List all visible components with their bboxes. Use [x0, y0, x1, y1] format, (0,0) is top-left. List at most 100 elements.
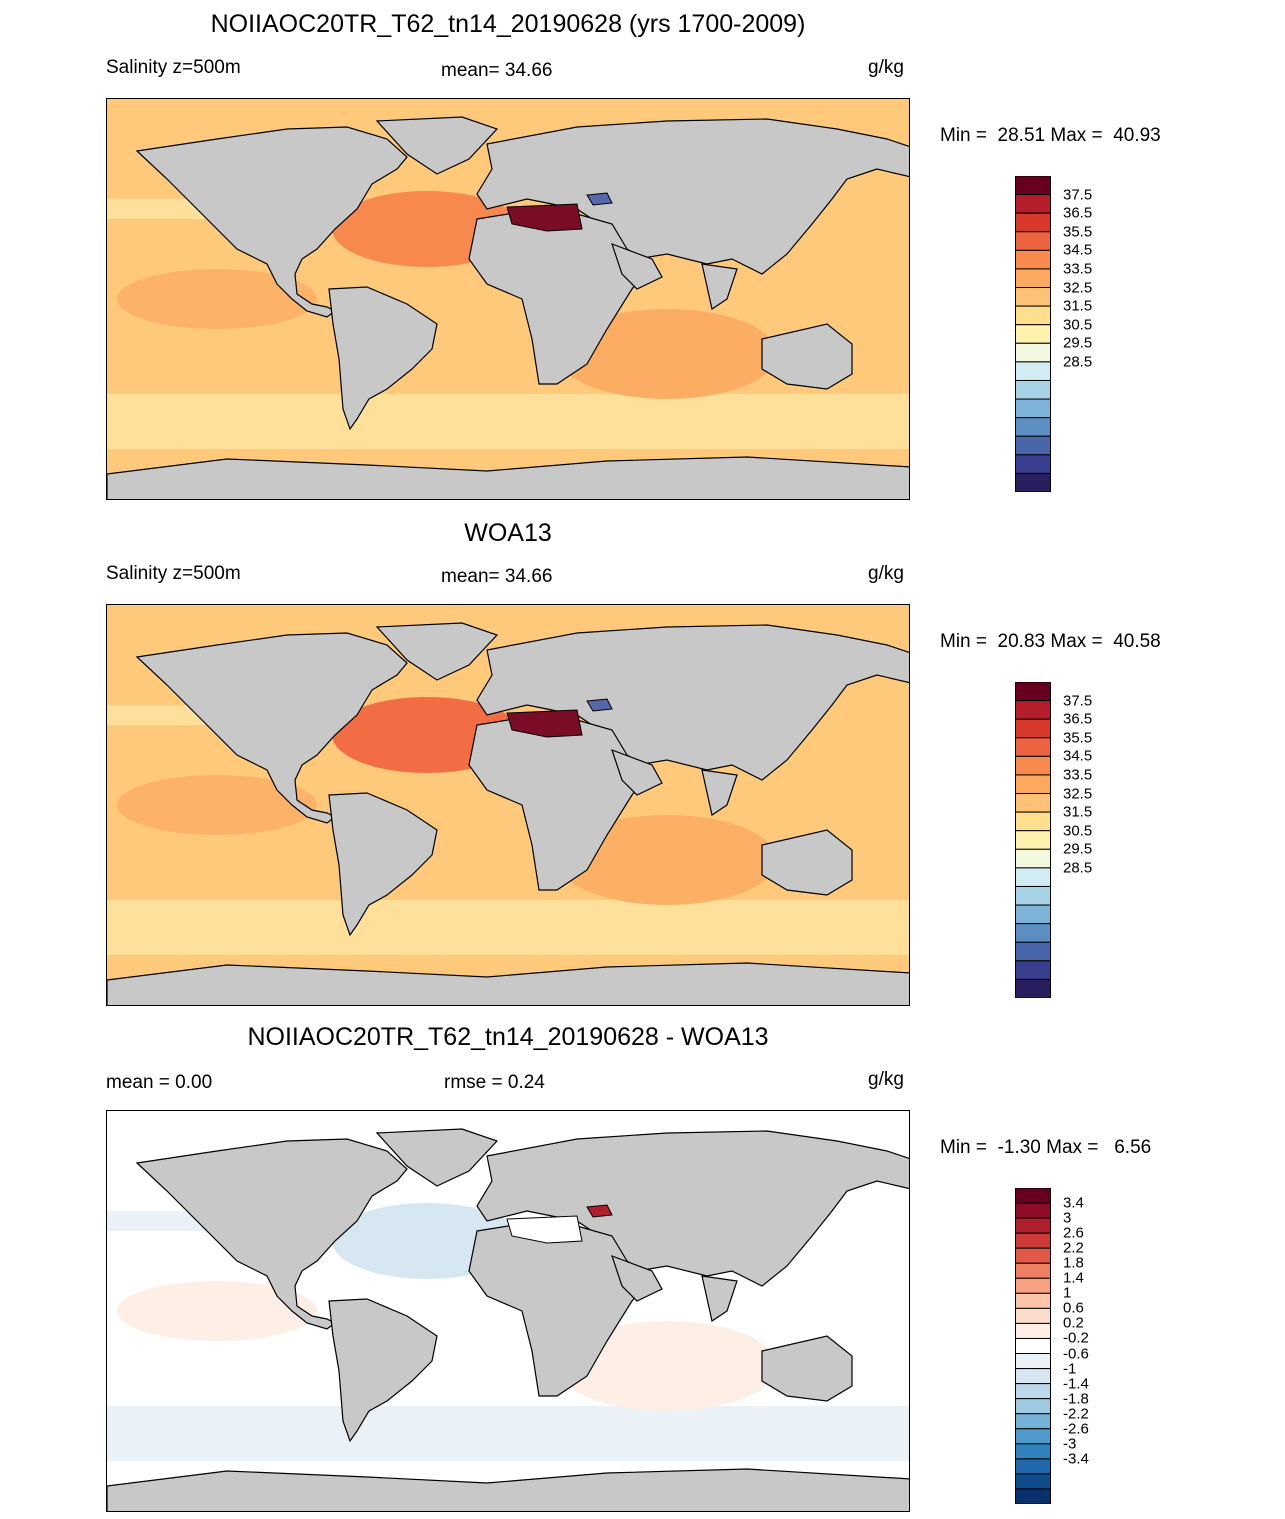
land-south-america	[328, 1298, 438, 1443]
colorbar-swatch	[1015, 867, 1051, 887]
colorbar-swatch	[1015, 1337, 1051, 1355]
land-australia	[761, 1335, 853, 1402]
difference-map	[106, 1110, 910, 1512]
field-label: Salinity z=500m	[106, 563, 241, 584]
land-australia	[761, 829, 853, 896]
colorbar-swatch	[1015, 1188, 1051, 1204]
colorbar-swatch	[1015, 1217, 1051, 1234]
colorbar-tick-label: 1.8	[1063, 1254, 1084, 1272]
colorbar-swatch	[1015, 1413, 1051, 1430]
rmse-label: rmse = 0.24	[444, 1072, 545, 1093]
colorbar-tick-label: 37.5	[1063, 186, 1093, 204]
colorbar-tick-label: 2.2	[1063, 1239, 1084, 1257]
panel-title: NOIIAOC20TR_T62_tn14_20190628 (yrs 1700-…	[210, 10, 806, 38]
land-arabia	[611, 1254, 663, 1302]
colorbar-tick-label: 3.4	[1063, 1194, 1084, 1212]
colorbar-tick-label: 37.5	[1063, 692, 1093, 710]
land-arabia	[611, 242, 663, 290]
colorbar-tick-label: 30.5	[1063, 822, 1093, 840]
colorbar-tick-label: 31.5	[1063, 803, 1093, 821]
colorbar-tick-label: 30.5	[1063, 316, 1093, 334]
indian-ocean	[557, 815, 777, 905]
colorbar-tick-label: 36.5	[1063, 204, 1093, 222]
colorbar-tick-label: -0.2	[1063, 1329, 1089, 1347]
indian-ocean	[557, 309, 777, 399]
colorbar-tick-label: 33.5	[1063, 260, 1093, 278]
mean-label: mean = 0.00	[106, 1072, 213, 1093]
land-africa	[468, 210, 653, 385]
colorbar-tick-label: -2.2	[1063, 1405, 1089, 1423]
colorbar-tick-label: 34.5	[1063, 747, 1093, 765]
colorbar-swatch	[1015, 848, 1051, 869]
colorbar-swatch	[1015, 755, 1051, 776]
colorbar	[1015, 682, 1051, 998]
black-sea	[586, 698, 613, 712]
min-max-label: Min = 20.83 Max = 40.58	[940, 631, 1161, 652]
land-greenland	[375, 622, 499, 681]
colorbar-swatch	[1015, 249, 1051, 270]
colorbar-swatch	[1015, 1322, 1051, 1339]
land-north-america	[135, 126, 408, 318]
colorbar-tick-label: 35.5	[1063, 223, 1093, 241]
colorbar-svg	[1015, 682, 1051, 998]
colorbar-swatch	[1015, 682, 1051, 702]
colorbar-tick-label: 28.5	[1063, 859, 1093, 877]
units-label: g/kg	[868, 563, 904, 584]
colorbar-swatch	[1015, 885, 1051, 906]
south-band	[107, 900, 909, 955]
land-india	[701, 263, 738, 310]
colorbar-swatch	[1015, 1428, 1051, 1445]
colorbar-swatch	[1015, 774, 1051, 795]
colorbar-swatch	[1015, 1262, 1051, 1279]
mediterranean-sea	[506, 203, 583, 232]
colorbar-swatch	[1015, 417, 1051, 437]
land-eurasia	[476, 1130, 909, 1287]
colorbar-swatch	[1015, 398, 1051, 419]
colorbar-swatch	[1015, 1202, 1051, 1219]
colorbar-swatch	[1015, 379, 1051, 400]
south-band	[107, 394, 909, 449]
colorbar-swatch	[1015, 472, 1051, 492]
min-max-label: Min = 28.51 Max = 40.93	[940, 125, 1161, 146]
colorbar-swatch	[1015, 960, 1051, 980]
colorbar-tick-label: 35.5	[1063, 729, 1093, 747]
land-africa	[468, 716, 653, 891]
colorbar-swatch	[1015, 231, 1051, 251]
indian-ocean	[557, 1321, 777, 1411]
map-svg	[107, 605, 909, 1005]
colorbar-swatch	[1015, 811, 1051, 832]
colorbar-swatch	[1015, 305, 1051, 326]
colorbar-tick-label: 0.2	[1063, 1314, 1084, 1332]
colorbar-swatch	[1015, 904, 1051, 925]
colorbar-svg	[1015, 1188, 1051, 1504]
colorbar-swatch	[1015, 1368, 1051, 1385]
colorbar-tick-label: 32.5	[1063, 279, 1093, 297]
colorbar-swatch	[1015, 1383, 1051, 1400]
colorbar-swatch	[1015, 287, 1051, 307]
colorbar-tick-label: 1.4	[1063, 1269, 1084, 1287]
units-label: g/kg	[868, 57, 904, 78]
colorbar-tick-label: 34.5	[1063, 241, 1093, 259]
colorbar-swatch	[1015, 454, 1051, 474]
colorbar-swatch	[1015, 978, 1051, 998]
land-south-america	[328, 792, 438, 937]
colorbar-swatch	[1015, 1353, 1051, 1370]
land-antarctica	[107, 1468, 909, 1511]
colorbar-tick-label: 3	[1063, 1209, 1072, 1227]
colorbar-tick-label: 1	[1063, 1284, 1072, 1302]
colorbar-swatch	[1015, 941, 1051, 962]
colorbar-tick-label: 0.6	[1063, 1299, 1084, 1317]
map-svg	[107, 99, 909, 499]
subtropical-high	[117, 1281, 317, 1341]
colorbar-tick-label: 32.5	[1063, 785, 1093, 803]
map-svg	[107, 1111, 909, 1511]
colorbar-tick-label: 28.5	[1063, 353, 1093, 371]
colorbar-swatch	[1015, 718, 1051, 739]
colorbar-swatch	[1015, 1277, 1051, 1294]
colorbar-swatch	[1015, 923, 1051, 943]
colorbar	[1015, 176, 1051, 492]
colorbar-tick-label: -3.4	[1063, 1450, 1089, 1468]
subtropical-high	[117, 269, 317, 329]
land-eurasia	[476, 624, 909, 781]
colorbar-tick-label: -1.8	[1063, 1390, 1089, 1408]
